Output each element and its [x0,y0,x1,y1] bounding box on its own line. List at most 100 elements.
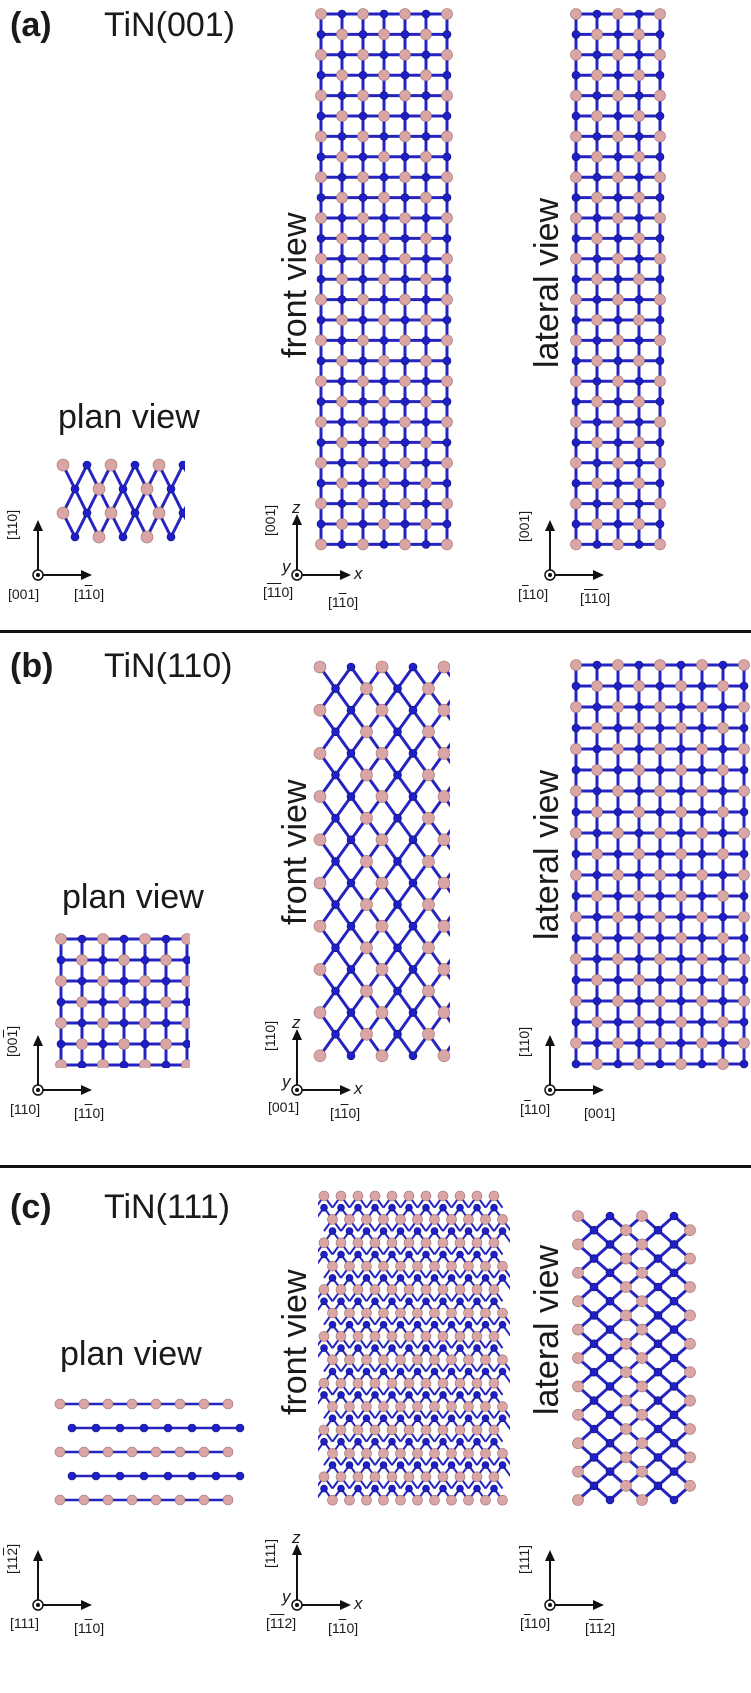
n-atom [235,1423,245,1433]
n-atom [473,1344,481,1352]
ti-atom [420,354,432,367]
ti-atom [570,89,582,102]
ti-atom [336,191,348,204]
n-atom [571,933,581,943]
ti-atom [654,1037,666,1049]
ti-atom [378,191,390,204]
n-atom [161,934,171,944]
ti-atom [591,232,603,245]
ti-atom [620,1366,632,1378]
ti-atom [429,1260,440,1272]
n-atom [605,1410,615,1420]
ti-atom [570,48,582,61]
bond [334,882,353,906]
ti-atom [360,941,373,955]
ti-atom [633,69,645,81]
ti-atom [378,354,390,367]
n-atom [592,540,602,549]
n-atom [358,152,368,162]
n-atom [634,540,644,549]
n-atom [166,484,176,494]
ti-atom [480,1494,491,1506]
n-atom [388,1437,396,1446]
ti-atom [612,89,624,102]
ti-atom [654,911,666,923]
ti-atom [222,1494,234,1506]
bond [396,1011,415,1036]
n-atom [739,933,749,943]
ti-atom [412,1214,423,1225]
n-atom [605,1495,615,1505]
n-atom [634,702,644,712]
ti-atom [696,785,708,797]
bond [121,464,137,490]
n-atom [337,91,347,100]
ti-atom [375,660,389,674]
ti-atom [56,458,70,472]
ti-atom [318,1284,330,1295]
ti-atom [446,1401,457,1412]
ti-atom [315,253,327,265]
n-atom [413,1227,422,1235]
n-atom [697,891,707,901]
ti-atom [420,436,432,449]
ti-atom [636,1295,648,1307]
surface-title: TiN(110) [104,647,232,686]
ti-atom [139,1017,151,1029]
title-surface: (110) [155,647,233,685]
n-atom [320,1250,328,1259]
n-atom [379,50,389,60]
n-atom [70,532,80,542]
bond [396,882,415,906]
ti-atom [636,1380,648,1393]
ti-atom [375,876,389,890]
front-view-structure [318,1190,510,1506]
n-atom [634,786,644,796]
n-atom [655,315,665,325]
n-atom [481,1461,490,1469]
ti-atom [92,482,106,496]
n-atom [655,891,665,901]
ti-atom [591,28,603,41]
ti-atom [327,1401,338,1412]
n-atom [400,478,410,488]
n-atom [400,519,410,529]
n-atom [379,1274,388,1282]
n-atom [439,1203,447,1212]
lateral-axis-vertical: [001] [516,510,532,542]
ti-atom [612,953,624,965]
ti-atom [336,273,348,286]
ti-atom [684,1338,696,1350]
ti-atom [126,1446,138,1458]
ti-atom [318,1331,330,1342]
n-atom [187,1471,197,1481]
bond [396,687,415,712]
n-atom [571,478,581,488]
n-atom [337,540,347,549]
bond [334,1033,353,1057]
n-atom [481,1320,490,1329]
n-atom [613,891,623,901]
ti-atom [591,273,603,286]
n-atom [354,1484,362,1493]
n-atom [613,478,623,488]
ti-atom [570,293,582,306]
n-atom [697,681,707,691]
n-atom [354,1250,362,1259]
ti-atom [654,869,666,881]
n-atom [473,1297,481,1306]
ti-atom [454,1424,466,1436]
n-atom [676,828,686,838]
n-atom [613,1017,623,1027]
n-atom [613,315,623,325]
lateral-axis-origin: [110] [518,586,549,602]
ti-atom [633,974,645,986]
ti-atom [375,703,389,717]
n-atom [655,152,665,162]
n-atom [328,1227,337,1235]
n-atom [634,954,644,964]
ti-atom [633,722,645,734]
bond [334,860,353,884]
n-atom [163,1471,173,1481]
ti-atom [654,212,666,224]
